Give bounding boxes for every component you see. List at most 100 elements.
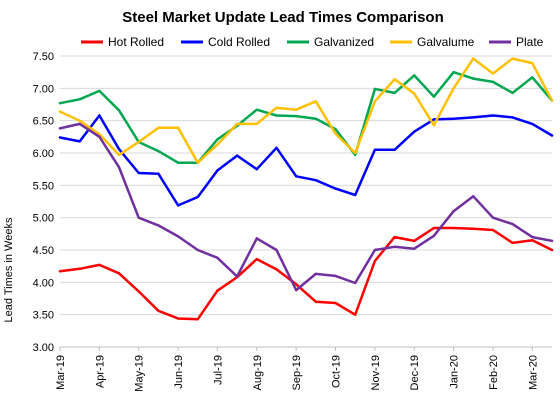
data-point-plate <box>98 135 101 139</box>
data-point-plate <box>354 281 357 285</box>
series-line-plate <box>58 122 554 292</box>
data-point-cold-rolled <box>275 146 278 150</box>
data-point-plate <box>117 166 121 169</box>
data-point-hot-rolled <box>491 228 495 232</box>
x-axis-ticks: Mar-19 Apr-19 May-19 Jun-19 Jul-19 Aug-19 Sep-… <box>55 355 539 392</box>
data-point-galvanized <box>373 87 377 91</box>
data-point-cold-rolled <box>472 116 475 119</box>
data-point-hot-rolled <box>275 268 278 271</box>
data-point-cold-rolled <box>157 172 160 175</box>
data-point-plate <box>373 248 377 252</box>
x-tick-label: Sep-19 <box>291 355 303 390</box>
series-line-hot-rolled <box>58 226 554 321</box>
data-point-hot-rolled <box>373 259 377 263</box>
data-point-cold-rolled <box>117 147 121 151</box>
data-point-plate <box>216 256 219 259</box>
data-point-hot-rolled <box>393 235 396 239</box>
data-point-cold-rolled <box>550 134 554 137</box>
data-point-plate <box>196 248 199 252</box>
data-point-hot-rolled <box>216 289 219 292</box>
x-tick-label: Oct-19 <box>331 355 343 388</box>
data-point-plate <box>294 288 298 292</box>
data-point-galvalume <box>472 57 475 60</box>
x-tick-label: May-19 <box>134 355 146 392</box>
data-point-cold-rolled <box>78 140 81 143</box>
y-tick-label: 3.00 <box>33 342 54 354</box>
data-point-galvanized <box>511 91 514 95</box>
data-point-galvalume <box>491 72 495 75</box>
data-point-plate <box>157 224 160 227</box>
data-point-plate <box>413 247 416 250</box>
data-point-plate <box>314 272 318 276</box>
data-point-hot-rolled <box>531 239 534 242</box>
legend-label-galvalume: Galvalume <box>417 35 475 49</box>
data-point-galvalume <box>235 122 239 126</box>
data-point-plate <box>491 216 495 219</box>
data-point-galvanized <box>334 127 337 131</box>
data-point-cold-rolled <box>432 118 436 121</box>
data-point-hot-rolled <box>413 239 416 243</box>
data-point-galvalume <box>550 99 554 102</box>
data-point-galvanized <box>393 91 396 95</box>
data-point-hot-rolled <box>78 267 81 270</box>
data-point-cold-rolled <box>176 204 180 207</box>
data-point-galvalume <box>137 140 140 144</box>
data-point-galvanized <box>314 117 318 120</box>
data-point-hot-rolled <box>314 300 318 303</box>
x-tick-label: Feb-20 <box>488 355 500 390</box>
data-point-galvanized <box>98 89 101 93</box>
data-point-cold-rolled <box>314 178 318 182</box>
data-point-cold-rolled <box>137 171 140 175</box>
data-point-galvalume <box>117 153 121 157</box>
chart-title: Steel Market Update Lead Times Compariso… <box>122 9 443 26</box>
data-point-galvanized <box>354 153 357 157</box>
x-tick-label: Aug-19 <box>252 355 264 390</box>
axes <box>59 346 552 351</box>
data-point-galvanized <box>216 138 219 141</box>
data-point-galvalume <box>511 57 514 60</box>
x-tick-label: Jan-20 <box>449 355 461 389</box>
data-point-hot-rolled <box>137 290 140 293</box>
data-point-plate <box>137 216 140 219</box>
data-point-hot-rolled <box>472 227 475 230</box>
data-point-plate <box>531 235 534 239</box>
data-point-hot-rolled <box>255 257 258 261</box>
data-point-galvalume <box>157 126 160 129</box>
data-point-cold-rolled <box>393 148 396 151</box>
legend-label-plate: Plate <box>516 35 544 49</box>
y-tick-label: 3.50 <box>33 310 54 322</box>
data-point-hot-rolled <box>354 313 357 316</box>
data-point-galvalume <box>373 100 377 103</box>
data-point-galvanized <box>472 77 475 80</box>
x-tick-label: Mar-19 <box>55 355 67 390</box>
y-tick-label: 5.00 <box>33 213 54 225</box>
y-tick-label: 4.00 <box>33 277 54 289</box>
data-point-galvalume <box>98 133 101 136</box>
data-point-cold-rolled <box>334 187 337 190</box>
x-tick-label: Jun-19 <box>173 355 185 389</box>
data-point-plate <box>432 234 436 237</box>
y-tick-label: 7.50 <box>33 51 54 63</box>
data-point-cold-rolled <box>294 175 298 178</box>
series-group <box>58 57 554 321</box>
data-point-galvanized <box>78 98 81 101</box>
data-point-galvanized <box>58 102 62 105</box>
data-point-cold-rolled <box>413 130 416 133</box>
data-point-galvalume <box>196 161 199 164</box>
data-point-hot-rolled <box>452 226 455 230</box>
data-point-cold-rolled <box>354 193 357 197</box>
x-tick-label: Dec-19 <box>409 355 421 390</box>
series-line-cold-rolled <box>58 114 554 207</box>
data-point-cold-rolled <box>373 148 377 151</box>
data-point-galvalume <box>58 110 62 113</box>
y-tick-label: 6.50 <box>33 116 54 128</box>
x-tick-label: Apr-19 <box>94 355 106 388</box>
data-point-galvalume <box>255 122 258 126</box>
x-tick-label: Mar-20 <box>527 355 539 390</box>
data-point-galvalume <box>275 106 278 109</box>
data-point-galvalume <box>432 123 436 127</box>
data-point-cold-rolled <box>452 117 455 120</box>
data-point-galvalume <box>452 87 455 90</box>
data-point-galvanized <box>176 161 180 164</box>
series-line-galvanized <box>58 70 554 164</box>
